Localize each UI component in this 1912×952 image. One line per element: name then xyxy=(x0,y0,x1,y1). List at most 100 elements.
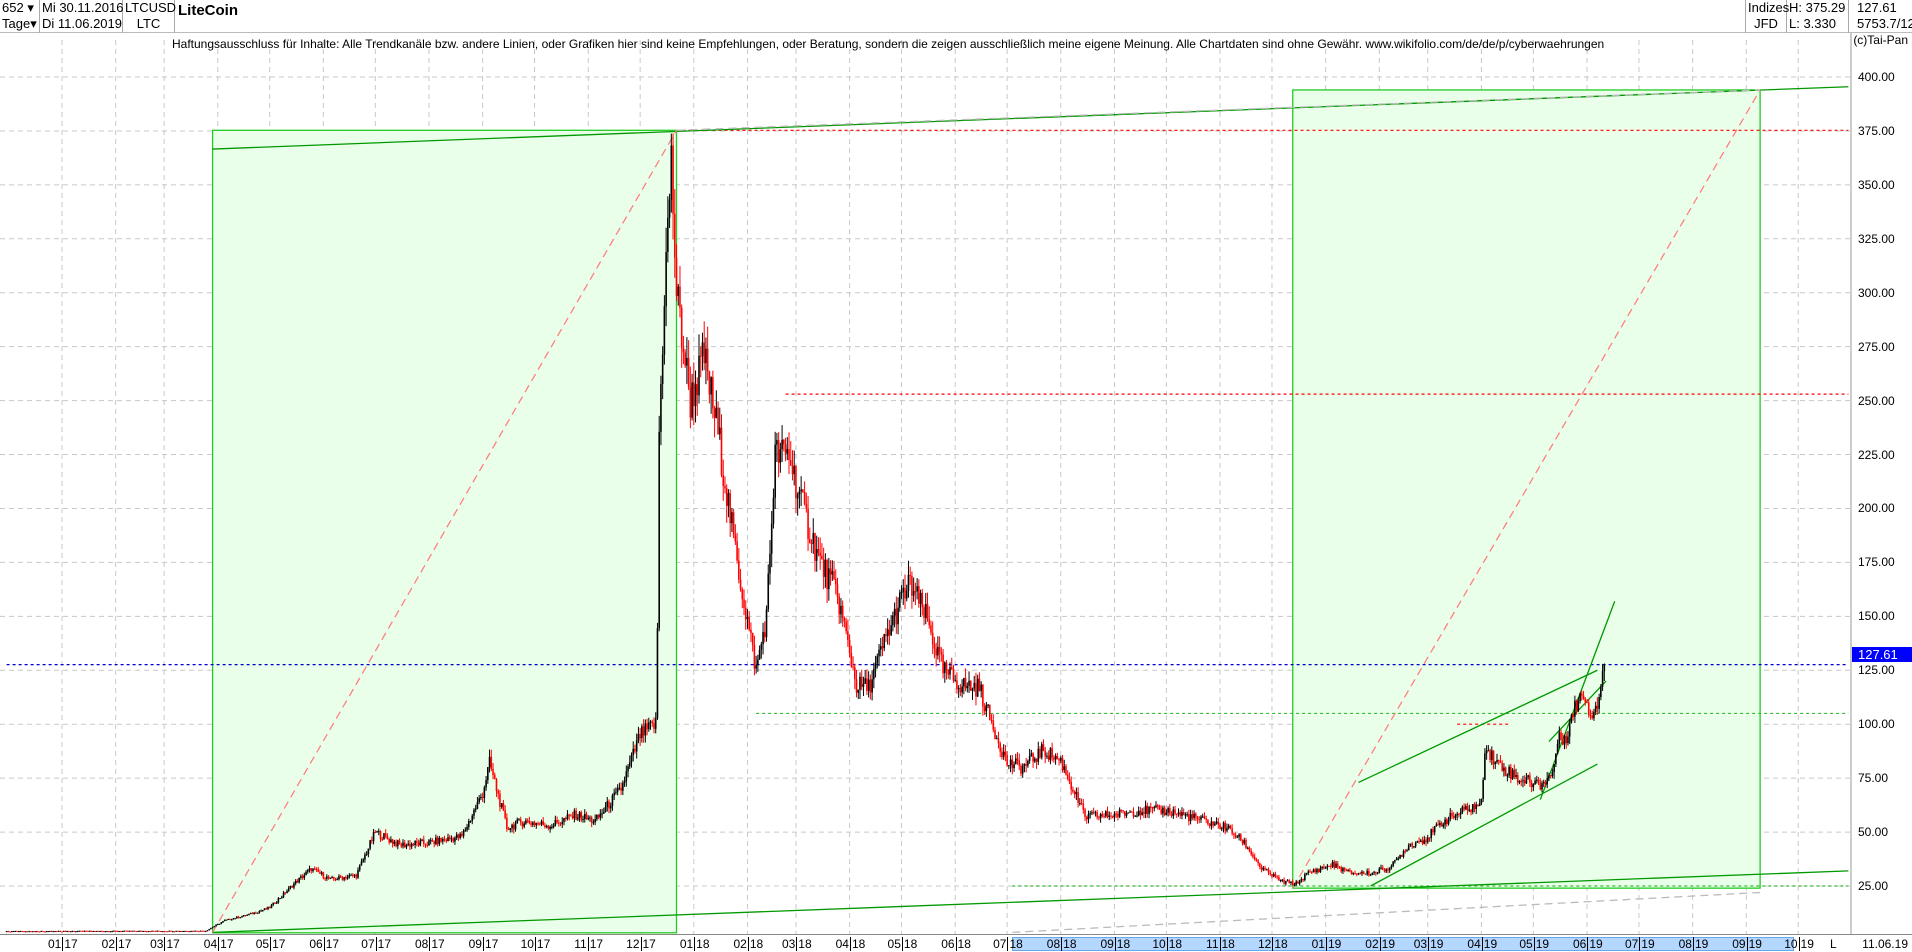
candle-body xyxy=(1008,765,1010,767)
candle-body xyxy=(680,307,683,348)
candle-body xyxy=(66,931,68,933)
candle-body xyxy=(653,722,655,729)
candle-body xyxy=(1027,760,1029,766)
candle-body xyxy=(1529,775,1531,783)
candle-body xyxy=(442,839,444,842)
candle-body xyxy=(1556,744,1559,754)
candle-body xyxy=(412,843,415,845)
x-tick-label: 03 17 xyxy=(150,937,180,951)
visible-range-highlight[interactable] xyxy=(1012,937,1794,951)
candle-body xyxy=(731,512,733,524)
candle-body xyxy=(455,834,458,838)
candle-body xyxy=(722,475,725,487)
candle-body xyxy=(1014,758,1017,765)
candle-body xyxy=(789,459,792,466)
x-tick-label: 03 18 xyxy=(781,937,812,951)
candle-body xyxy=(1267,869,1270,873)
candle-body xyxy=(395,841,397,847)
candle-body xyxy=(185,930,188,932)
candle-body xyxy=(623,781,626,783)
candle-body xyxy=(275,902,278,904)
candle-body xyxy=(222,921,224,923)
candle-body xyxy=(168,930,171,932)
candle-body xyxy=(765,609,768,638)
candle-body xyxy=(944,662,946,674)
candle-body xyxy=(255,912,257,914)
candle-body xyxy=(57,930,60,932)
candle-body xyxy=(350,874,352,876)
candle-body xyxy=(1259,863,1261,868)
x-axis[interactable]: L 11.06.19 01 17 02 17 03 17 04 17 05 17 06 17 07 17 0… xyxy=(0,934,1912,952)
candle-body xyxy=(535,823,538,826)
candle-body xyxy=(656,628,659,719)
candle-body xyxy=(918,586,920,604)
candle-body xyxy=(677,286,680,296)
candle-body xyxy=(1310,872,1313,874)
candle-body xyxy=(807,508,809,539)
candle-body xyxy=(1381,867,1384,871)
candle-body xyxy=(1288,880,1291,884)
candle-body xyxy=(95,930,98,932)
candle-body xyxy=(1075,792,1078,795)
candle-body xyxy=(999,743,1002,752)
y-tick-label: 50.00 xyxy=(1858,825,1889,840)
candle-body xyxy=(462,830,465,836)
candle-body xyxy=(421,839,423,841)
candle-body xyxy=(1290,881,1292,884)
bar-count-select[interactable]: 652 ▾ xyxy=(2,0,34,15)
candle-body xyxy=(516,819,519,824)
candle-body xyxy=(1193,813,1195,819)
bars-period-cell[interactable]: 652 ▾ Tage▾ xyxy=(0,0,40,33)
candle-body xyxy=(630,754,633,763)
candle-body xyxy=(1485,750,1488,754)
candle-body xyxy=(248,914,250,916)
candle-body xyxy=(1371,872,1374,875)
candle-body xyxy=(668,199,671,218)
candle-body xyxy=(180,931,183,933)
candle-body xyxy=(409,843,411,847)
candle-body xyxy=(620,787,622,791)
candle-body xyxy=(1053,757,1055,760)
candle-body xyxy=(381,839,384,841)
candle-body xyxy=(871,679,873,693)
candle-body xyxy=(159,930,162,932)
candle-body xyxy=(123,930,126,932)
candle-body xyxy=(1201,816,1204,818)
candle-body xyxy=(822,559,825,577)
period-select[interactable]: Tage▾ xyxy=(2,16,37,31)
x-tick-label: 07 18 xyxy=(993,937,1023,951)
last-cell: 127.61 5753.7/12 xyxy=(1849,0,1912,33)
candle-body xyxy=(111,931,113,933)
candle-body xyxy=(776,440,778,445)
candle-body xyxy=(933,644,936,649)
group-cell: Indizes JFD xyxy=(1745,0,1789,33)
candle-body xyxy=(767,573,770,610)
x-tick-label: 05 18 xyxy=(887,937,918,951)
candle-body xyxy=(578,812,581,818)
candle-body xyxy=(1534,780,1536,785)
symbol-cell: LTCUSD LTC xyxy=(123,0,176,33)
candle-body xyxy=(556,819,558,823)
candle-body xyxy=(1091,812,1093,814)
to-date: Di 11.06.2019 xyxy=(42,16,122,31)
candle-body xyxy=(261,910,264,912)
x-tick-label: 07 19 xyxy=(1624,937,1655,951)
candle-body xyxy=(1039,748,1041,758)
candle-body xyxy=(1148,806,1150,815)
candle-body xyxy=(85,930,88,932)
candle-body xyxy=(1586,702,1588,704)
candle-body xyxy=(1539,782,1542,790)
candle-body xyxy=(857,689,860,693)
candle-body xyxy=(203,930,205,932)
candle-body xyxy=(215,924,217,927)
candle-body xyxy=(286,890,288,894)
candle-body xyxy=(1525,777,1528,784)
candle-body xyxy=(1011,759,1014,769)
candle-body xyxy=(1175,813,1178,815)
candle-body xyxy=(1522,780,1524,782)
candle-body xyxy=(40,931,43,933)
candle-body xyxy=(831,571,834,575)
high-value: H: 375.29 xyxy=(1789,0,1846,15)
candle-body xyxy=(973,682,976,689)
